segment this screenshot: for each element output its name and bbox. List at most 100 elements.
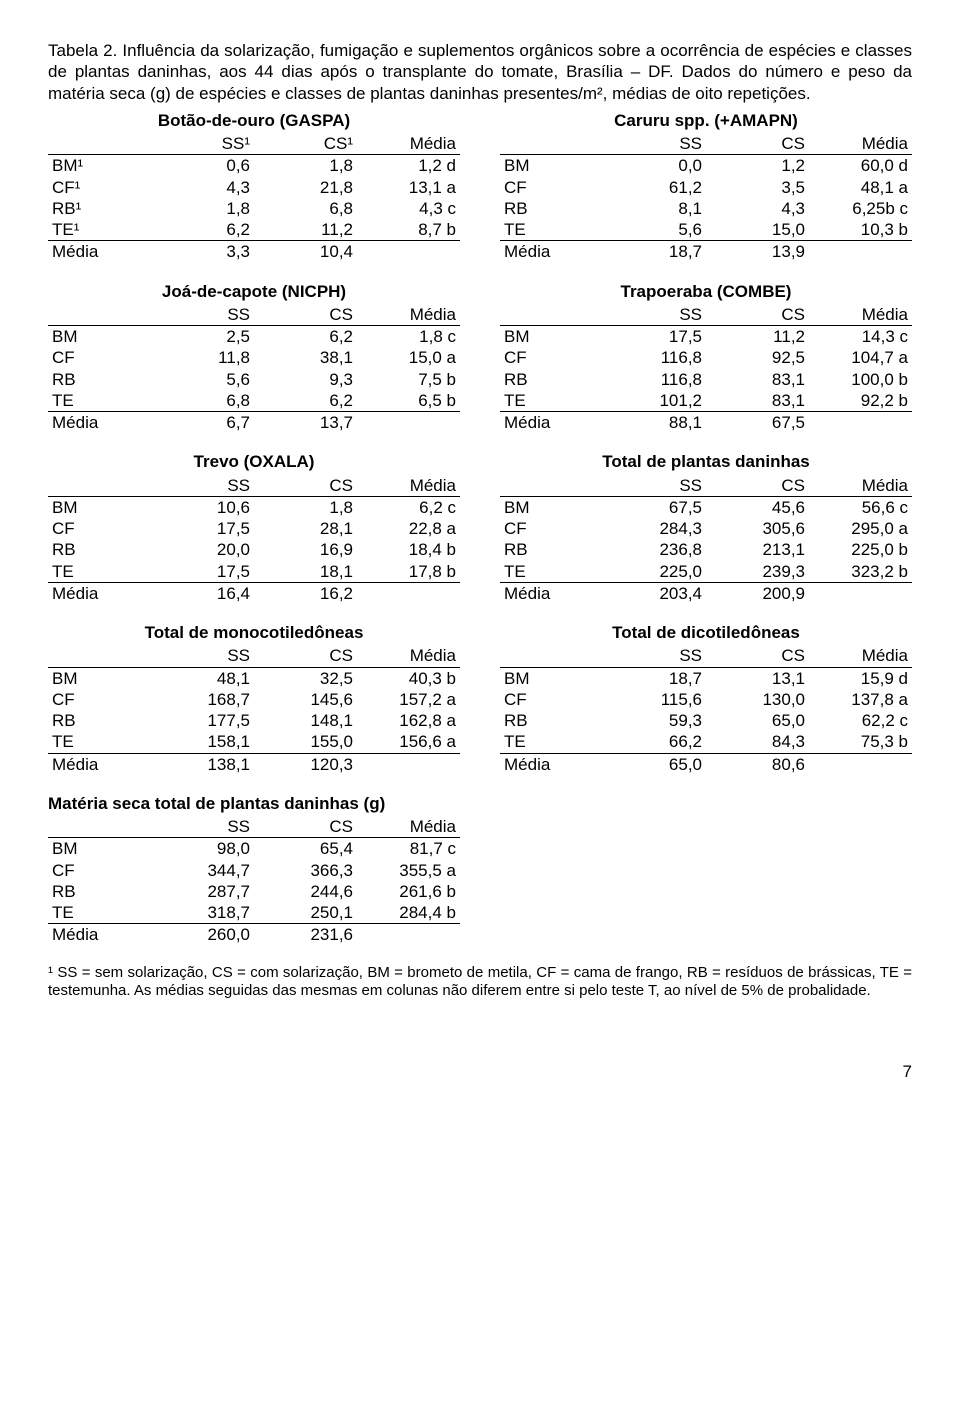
cell: 344,7: [151, 860, 254, 881]
row-label: TE: [500, 390, 603, 412]
cell: 0,0: [603, 155, 706, 177]
col-ss: SS: [603, 475, 706, 497]
data-table: SSCSMédiaBM67,545,656,6 cCF284,3305,6295…: [500, 475, 912, 605]
table-row: Média16,416,2: [48, 582, 460, 604]
col-cs: CS: [254, 304, 357, 326]
block-pair: Matéria seca total de plantas daninhas (…: [48, 793, 912, 946]
cell: 92,5: [706, 347, 809, 368]
table-caption: Tabela 2. Influência da solarização, fum…: [48, 40, 912, 104]
cell: 15,9 d: [809, 667, 912, 689]
col-cs: CS: [254, 475, 357, 497]
row-label: CF: [48, 518, 151, 539]
block-title: Joá-de-capote (NICPH): [48, 281, 460, 302]
cell: 137,8 a: [809, 689, 912, 710]
cell: 1,2 d: [357, 155, 460, 177]
row-label: RB: [500, 710, 603, 731]
block-title: Total de plantas daninhas: [500, 451, 912, 472]
cell: 22,8 a: [357, 518, 460, 539]
col-cs: CS: [706, 645, 809, 667]
cell: 14,3 c: [809, 326, 912, 348]
block-title: Botão-de-ouro (GASPA): [48, 110, 460, 131]
cell: 18,1: [254, 561, 357, 583]
cell: 66,2: [603, 731, 706, 753]
row-label: TE: [48, 561, 151, 583]
table-row: BM0,01,260,0 d: [500, 155, 912, 177]
table-row: CF284,3305,6295,0 a: [500, 518, 912, 539]
cell: 48,1 a: [809, 177, 912, 198]
cell: 48,1: [151, 667, 254, 689]
table-row: RB287,7244,6261,6 b: [48, 881, 460, 902]
data-table: SSCSMédiaBM17,511,214,3 cCF116,892,5104,…: [500, 304, 912, 434]
table-row: BM10,61,86,2 c: [48, 496, 460, 518]
table-row: RB5,69,37,5 b: [48, 369, 460, 390]
cell: 11,8: [151, 347, 254, 368]
col-cs: CS: [706, 475, 809, 497]
table-row: BM17,511,214,3 c: [500, 326, 912, 348]
col-cs: CS: [706, 133, 809, 155]
cell: 65,4: [254, 838, 357, 860]
row-label: TE: [500, 561, 603, 583]
table-row: BM18,713,115,9 d: [500, 667, 912, 689]
cell: 323,2 b: [809, 561, 912, 583]
block-title: Matéria seca total de plantas daninhas (…: [48, 793, 460, 814]
cell: 8,1: [603, 198, 706, 219]
cell: 67,5: [706, 412, 809, 434]
cell: 203,4: [603, 582, 706, 604]
row-label: RB: [500, 369, 603, 390]
cell: 11,2: [706, 326, 809, 348]
table-row: CF61,23,548,1 a: [500, 177, 912, 198]
cell: 28,1: [254, 518, 357, 539]
cell: 8,7 b: [357, 219, 460, 241]
table-row: Média18,713,9: [500, 241, 912, 263]
row-label: BM: [500, 155, 603, 177]
cell: 130,0: [706, 689, 809, 710]
cell: 225,0 b: [809, 539, 912, 560]
row-label: RB: [48, 710, 151, 731]
row-label: BM: [48, 838, 151, 860]
cell: 92,2 b: [809, 390, 912, 412]
col-ss: SS: [151, 304, 254, 326]
col-media: Média: [357, 304, 460, 326]
cell: 157,2 a: [357, 689, 460, 710]
cell: 67,5: [603, 496, 706, 518]
cell: 88,1: [603, 412, 706, 434]
cell: 4,3: [706, 198, 809, 219]
row-label: BM¹: [48, 155, 151, 177]
row-label: Média: [48, 753, 151, 775]
cell: 65,0: [706, 710, 809, 731]
cell: 9,3: [254, 369, 357, 390]
cell: 16,4: [151, 582, 254, 604]
col-ss: SS¹: [151, 133, 254, 155]
data-block: Total de plantas daninhas SSCSMédiaBM67,5…: [500, 451, 912, 604]
cell: 284,3: [603, 518, 706, 539]
row-label: RB: [500, 539, 603, 560]
table-row: Média203,4200,9: [500, 582, 912, 604]
cell: 10,6: [151, 496, 254, 518]
row-label: CF: [500, 177, 603, 198]
col-ss: SS: [151, 645, 254, 667]
cell: 3,3: [151, 241, 254, 263]
cell: 6,8: [254, 198, 357, 219]
row-label: TE: [500, 731, 603, 753]
table-row: CF17,528,122,8 a: [48, 518, 460, 539]
cell: 116,8: [603, 369, 706, 390]
col-media: Média: [809, 304, 912, 326]
cell: 13,9: [706, 241, 809, 263]
cell: 116,8: [603, 347, 706, 368]
table-blocks: Botão-de-ouro (GASPA)SS¹CS¹MédiaBM¹0,61,…: [48, 110, 912, 946]
table-row: CF168,7145,6157,2 a: [48, 689, 460, 710]
row-label: BM: [48, 326, 151, 348]
block-title: Trevo (OXALA): [48, 451, 460, 472]
table-row: RB59,365,062,2 c: [500, 710, 912, 731]
cell: 7,5 b: [357, 369, 460, 390]
table-row: BM67,545,656,6 c: [500, 496, 912, 518]
table-row: Média260,0231,6: [48, 924, 460, 946]
cell: 1,8 c: [357, 326, 460, 348]
cell: 287,7: [151, 881, 254, 902]
block-title: Total de monocotiledôneas: [48, 622, 460, 643]
data-block: Matéria seca total de plantas daninhas (…: [48, 793, 460, 946]
row-label: CF: [500, 689, 603, 710]
col-cs: CS: [254, 816, 357, 838]
row-label: RB: [48, 539, 151, 560]
cell: 6,2: [254, 326, 357, 348]
